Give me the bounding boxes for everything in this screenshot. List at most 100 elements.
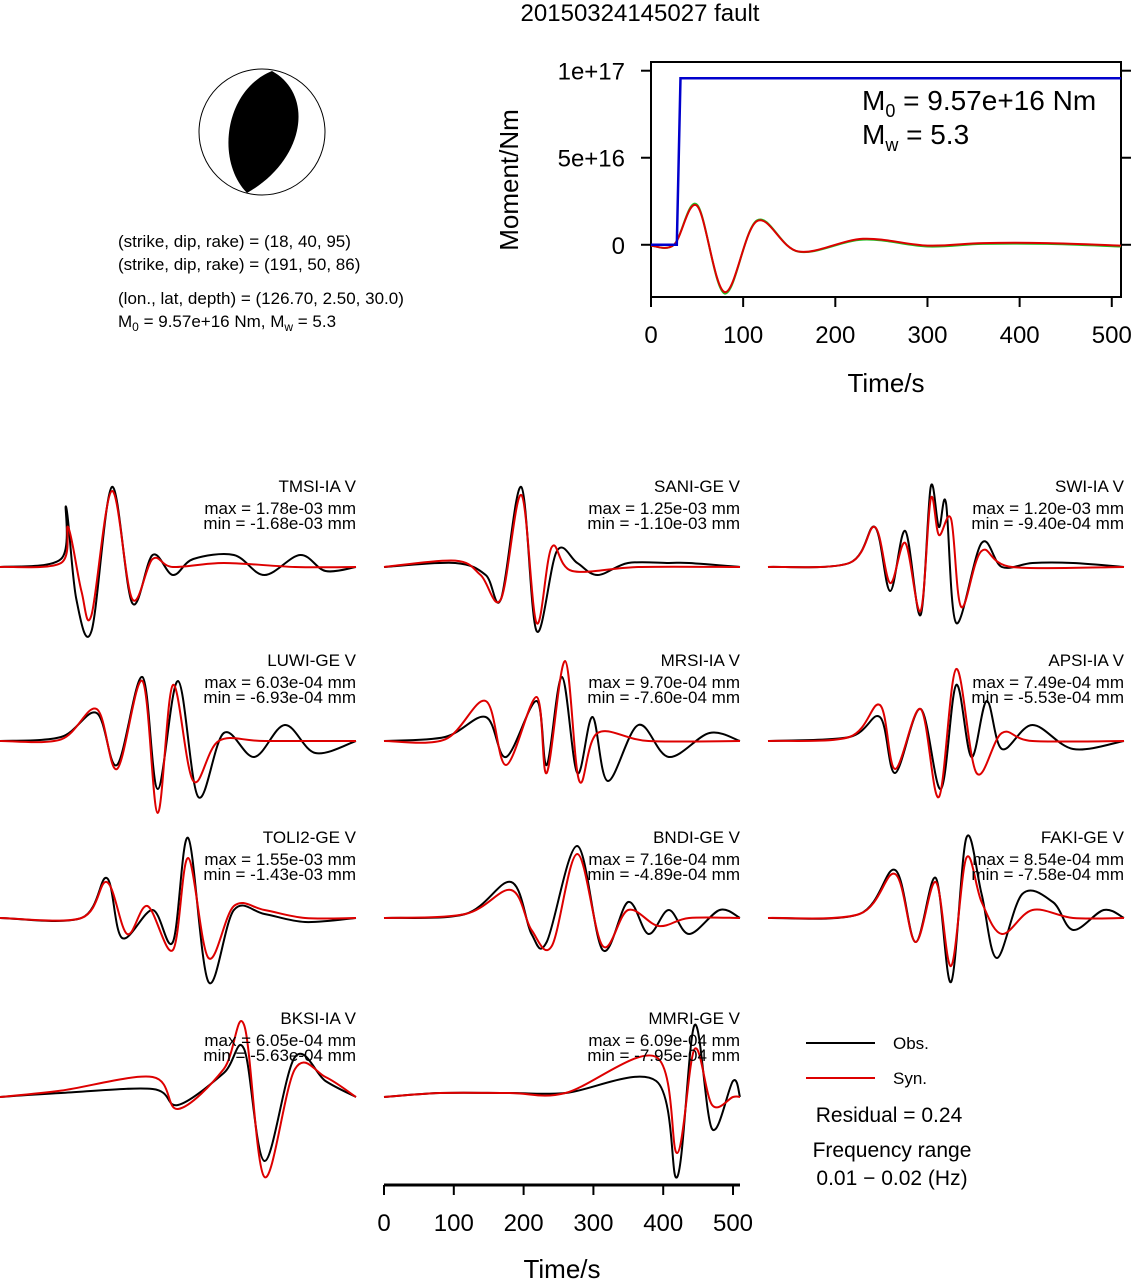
station-max: max = 7.49e-04 mm xyxy=(972,673,1124,692)
figure-title: 20150324145027 fault xyxy=(521,0,760,27)
synthetic-waveform xyxy=(383,852,741,952)
beachball-compressional-quadrant xyxy=(228,71,299,193)
station-name: BNDI-GE V xyxy=(653,828,741,847)
moment-annotation-mw: Mw = 5.3 xyxy=(862,119,969,155)
station-max: max = 1.20e-03 mm xyxy=(972,499,1124,518)
station-min: min = -4.89e-04 mm xyxy=(587,865,740,884)
beachball xyxy=(198,68,326,196)
waveform-x-tick-label: 500 xyxy=(713,1210,753,1237)
legend: Obs. Syn. Residual = 0.24 Frequency rang… xyxy=(806,1034,971,1190)
station-max: max = 1.55e-03 mm xyxy=(204,850,356,869)
station-min: min = -1.43e-03 mm xyxy=(203,865,356,884)
station-max: max = 7.16e-04 mm xyxy=(588,850,740,869)
station-min: min = -1.10e-03 mm xyxy=(587,514,740,533)
observed-waveform xyxy=(0,485,357,638)
station-min: min = -7.58e-04 mm xyxy=(971,865,1124,884)
waveform-x-tick-label: 100 xyxy=(434,1210,474,1237)
synthetic-waveform xyxy=(0,679,356,815)
station-name: APSI-IA V xyxy=(1048,651,1124,670)
station-min: min = -9.40e-04 mm xyxy=(971,514,1124,533)
moment-chart: 1e+17 5e+16 0 0 100 200 300 400 500 Moment/Nm T… xyxy=(494,59,1132,398)
moment-curves xyxy=(650,76,1122,295)
moment-x-tick-label: 0 xyxy=(644,322,657,349)
station-name: BKSI-IA V xyxy=(280,1009,356,1028)
station-max: max = 6.05e-04 mm xyxy=(204,1031,356,1050)
moment-rate-curve-red xyxy=(650,204,1122,294)
moment-annotation-m0: M0 = 9.57e+16 Nm xyxy=(862,85,1096,121)
observed-waveform xyxy=(0,1044,357,1163)
synthetic-waveform xyxy=(767,495,1125,613)
nodal-plane-1: (strike, dip, rake) = (18, 40, 95) xyxy=(118,232,351,251)
synthetic-waveform xyxy=(767,855,1125,968)
nodal-plane-2: (strike, dip, rake) = (191, 50, 86) xyxy=(118,255,360,274)
station-name: LUWI-GE V xyxy=(267,651,356,670)
station-name: TMSI-IA V xyxy=(279,477,357,496)
station-max: max = 6.03e-04 mm xyxy=(204,673,356,692)
residual-text: Residual = 0.24 xyxy=(816,1104,963,1127)
synthetic-waveform xyxy=(383,659,741,784)
moment-x-label: Time/s xyxy=(847,368,924,398)
station-name: SWI-IA V xyxy=(1055,477,1125,496)
synthetic-waveform xyxy=(383,493,741,625)
station-max: max = 6.09e-04 mm xyxy=(588,1031,740,1050)
moment-x-tick-label: 200 xyxy=(815,322,855,349)
synthetic-waveform xyxy=(383,1047,741,1155)
moment-magnitude-line: M0 = 9.57e+16 Nm, Mw = 5.3 xyxy=(118,312,336,334)
observed-waveform xyxy=(767,683,1125,791)
station-name: MRSI-IA V xyxy=(661,651,741,670)
observed-waveform xyxy=(767,834,1125,984)
station-max: max = 9.70e-04 mm xyxy=(588,673,740,692)
source-location: (lon., lat, depth) = (126.70, 2.50, 30.0… xyxy=(118,289,404,308)
source-info: (strike, dip, rake) = (18, 40, 95) (stri… xyxy=(118,232,404,334)
waveform-x-label: Time/s xyxy=(523,1254,600,1280)
station-max: max = 1.78e-03 mm xyxy=(204,499,356,518)
station-min: min = -7.95e-04 mm xyxy=(587,1046,740,1065)
waveform-x-tick-label: 300 xyxy=(573,1210,613,1237)
cumulative-moment-line xyxy=(651,76,1121,247)
station-name: SANI-GE V xyxy=(654,477,741,496)
waveform-x-tick-label: 400 xyxy=(643,1210,683,1237)
moment-y-tick-label: 5e+16 xyxy=(558,146,625,173)
moment-plot-frame xyxy=(650,61,1122,298)
frequency-range-value: 0.01 − 0.02 (Hz) xyxy=(816,1167,967,1190)
synthetic-waveform xyxy=(767,667,1125,799)
legend-obs-label: Obs. xyxy=(893,1034,929,1053)
synthetic-waveform xyxy=(0,1020,357,1179)
station-name: TOLI2-GE V xyxy=(263,828,357,847)
station-min: min = -5.53e-04 mm xyxy=(971,688,1124,707)
synthetic-waveform xyxy=(0,856,357,960)
station-max: max = 8.54e-04 mm xyxy=(972,850,1124,869)
moment-rate-curve-green xyxy=(650,202,1122,295)
moment-x-tick-label: 500 xyxy=(1092,322,1132,349)
observed-waveform xyxy=(383,485,741,633)
moment-y-axis: 1e+17 5e+16 0 xyxy=(558,59,1131,260)
station-max: max = 1.25e-03 mm xyxy=(588,499,740,518)
waveform-x-tick-label: 0 xyxy=(377,1210,390,1237)
moment-y-label: Moment/Nm xyxy=(494,109,524,251)
station-name: FAKI-GE V xyxy=(1041,828,1125,847)
station-name: MMRI-GE V xyxy=(648,1009,740,1028)
station-min: min = -5.63e-04 mm xyxy=(203,1046,356,1065)
synthetic-waveform xyxy=(0,489,357,622)
station-min: min = -1.68e-03 mm xyxy=(203,514,356,533)
moment-x-tick-label: 300 xyxy=(907,322,947,349)
waveform-x-tick-label: 200 xyxy=(504,1210,544,1237)
moment-y-tick-label: 0 xyxy=(612,233,625,260)
legend-syn-label: Syn. xyxy=(893,1069,927,1088)
station-min: min = -7.60e-04 mm xyxy=(587,688,740,707)
moment-x-axis: 0 100 200 300 400 500 xyxy=(644,297,1132,349)
moment-y-tick-label: 1e+17 xyxy=(558,59,625,86)
moment-x-tick-label: 400 xyxy=(1000,322,1040,349)
